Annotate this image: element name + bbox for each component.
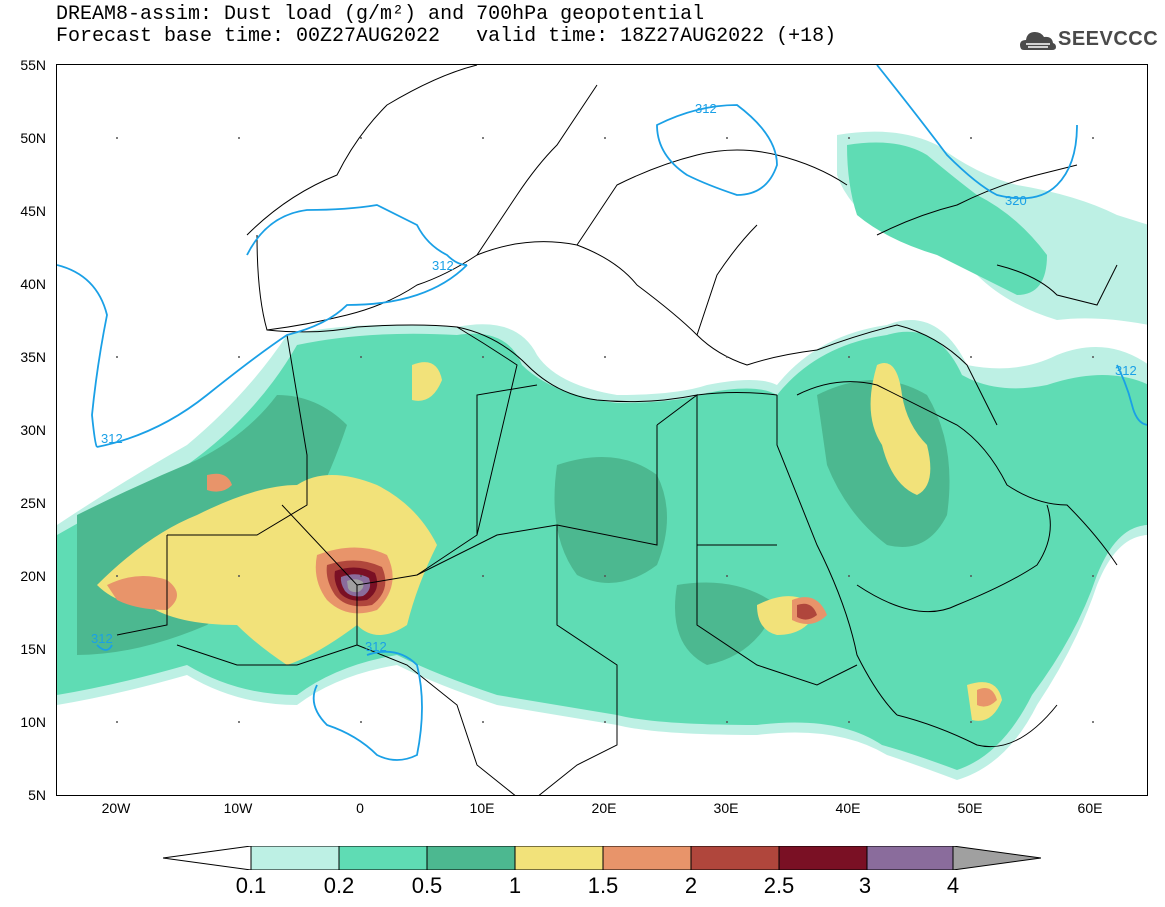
dust-level-0-5 (675, 582, 777, 665)
colorbar-arrow-left (163, 846, 252, 870)
lon-label: 40E (835, 800, 861, 816)
dust-map: 312 312 312 312 312 312 320 (56, 64, 1148, 796)
lat-label: 55N (20, 57, 46, 73)
lon-label: 20W (101, 800, 131, 816)
base-time: Forecast base time: 00Z27AUG2022 (56, 25, 441, 48)
colorbar-label: 2.5 (763, 873, 795, 898)
dust-level-1 (870, 363, 931, 495)
colorbar-swatch (426, 846, 516, 870)
country-borders (116, 65, 1118, 795)
contour-label: 312 (695, 101, 717, 116)
contour-label: 312 (1115, 363, 1137, 378)
map-canvas: 312 312 312 312 312 312 320 (57, 65, 1147, 795)
dust-level-0-5 (817, 380, 950, 547)
grid-dots (116, 137, 1094, 723)
lat-label: 40N (20, 276, 46, 292)
lon-label: 30E (713, 800, 739, 816)
colorbar-label: 4 (946, 873, 960, 898)
contour-label: 312 (432, 258, 454, 273)
dust-level-1-5 (977, 687, 997, 707)
lat-label: 20N (20, 568, 46, 584)
colorbar-label: 0.5 (411, 873, 443, 898)
dust-level-0-2 (847, 142, 1047, 295)
lat-label: 15N (20, 641, 46, 657)
colorbar-label: 0.1 (235, 873, 267, 898)
colorbar-swatch (602, 846, 692, 870)
contour-label: 320 (1005, 193, 1027, 208)
dust-level-2 (797, 603, 817, 620)
valid-time: valid time: 18Z27AUG2022 (+18) (476, 25, 837, 48)
contour-label: 312 (101, 431, 123, 446)
chart-title: DREAM8-assim: Dust load (g/m²) and 700hP… (56, 3, 705, 26)
contour-label: 312 (91, 631, 113, 646)
lat-label: 50N (20, 130, 46, 146)
colorbar-label: 3 (858, 873, 872, 898)
lon-label: 0 (356, 800, 364, 816)
dust-field (57, 131, 1147, 780)
colorbar-label: 2 (684, 873, 698, 898)
lat-label: 25N (20, 495, 46, 511)
lon-label: 60E (1077, 800, 1103, 816)
colorbar-label: 1 (508, 873, 522, 898)
colorbar-swatch (338, 846, 428, 870)
lat-label: 30N (20, 422, 46, 438)
chart-subtitle: Forecast base time: 00Z27AUG2022 valid ti… (56, 26, 836, 48)
colorbar-label: 1.5 (587, 873, 619, 898)
colorbar-label: 0.2 (323, 873, 355, 898)
colorbar-swatch (514, 846, 604, 870)
dust-level-1 (412, 362, 442, 401)
contour-label-group: 312 312 312 312 312 312 320 (91, 101, 1137, 654)
colorbar-arrow-right (952, 846, 1041, 870)
dust-level-4 (347, 579, 364, 593)
lon-label: 10W (223, 800, 253, 816)
dust-level-1-5 (207, 473, 232, 492)
colorbar-swatch (250, 846, 340, 870)
lat-label: 5N (28, 787, 46, 803)
colorbar-swatch (778, 846, 868, 870)
logo-text: SEEVCCC (1058, 28, 1159, 50)
dust-level-1-5 (107, 576, 177, 610)
colorbar (163, 846, 1041, 870)
colorbar-swatch (866, 846, 954, 870)
dust-level-1 (97, 475, 437, 665)
lat-label: 45N (20, 203, 46, 219)
lon-label: 50E (957, 800, 983, 816)
colorbar-swatch (690, 846, 780, 870)
cloud-logo-icon (1020, 32, 1056, 50)
dust-level-0-5 (554, 457, 667, 583)
lon-label: 20E (591, 800, 617, 816)
lat-label: 35N (20, 349, 46, 365)
geopotential-contours (57, 65, 1147, 761)
lat-label: 10N (20, 714, 46, 730)
contour-label: 312 (365, 639, 387, 654)
lon-label: 10E (469, 800, 495, 816)
